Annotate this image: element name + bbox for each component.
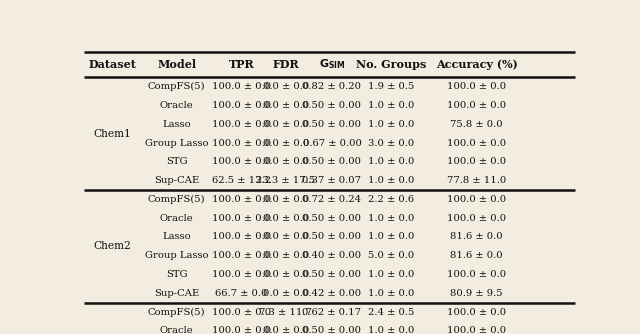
Text: 100.0 ± 0.0: 100.0 ± 0.0 <box>212 214 271 223</box>
Text: 100.0 ± 0.0: 100.0 ± 0.0 <box>447 326 506 334</box>
Text: STG: STG <box>166 270 188 279</box>
Text: Lasso: Lasso <box>163 120 191 129</box>
Text: 100.0 ± 0.0: 100.0 ± 0.0 <box>447 82 506 91</box>
Text: 100.0 ± 0.0: 100.0 ± 0.0 <box>447 270 506 279</box>
Text: Oracle: Oracle <box>160 214 193 223</box>
Text: 0.50 ± 0.00: 0.50 ± 0.00 <box>303 101 362 110</box>
Text: 7.3 ± 11.7: 7.3 ± 11.7 <box>259 308 312 317</box>
Text: 0.0 ± 0.0: 0.0 ± 0.0 <box>262 120 309 129</box>
Text: Group Lasso: Group Lasso <box>145 251 209 260</box>
Text: 1.0 ± 0.0: 1.0 ± 0.0 <box>368 120 415 129</box>
Text: No. Groups: No. Groups <box>356 59 427 70</box>
Text: 77.8 ± 11.0: 77.8 ± 11.0 <box>447 176 506 185</box>
Text: 0.72 ± 0.24: 0.72 ± 0.24 <box>303 195 362 204</box>
Text: 100.0 ± 0.0: 100.0 ± 0.0 <box>212 251 271 260</box>
Text: $\mathbf{G}_{\mathbf{SIM}}$: $\mathbf{G}_{\mathbf{SIM}}$ <box>319 57 346 71</box>
Text: 0.0 ± 0.0: 0.0 ± 0.0 <box>262 101 309 110</box>
Text: 100.0 ± 0.0: 100.0 ± 0.0 <box>212 195 271 204</box>
Text: 2.2 ± 0.6: 2.2 ± 0.6 <box>369 195 415 204</box>
Text: 62.5 ± 13.2: 62.5 ± 13.2 <box>212 176 271 185</box>
Text: 0.50 ± 0.00: 0.50 ± 0.00 <box>303 326 362 334</box>
Text: 100.0 ± 0.0: 100.0 ± 0.0 <box>212 101 271 110</box>
Text: 100.0 ± 0.0: 100.0 ± 0.0 <box>447 157 506 166</box>
Text: Chem1: Chem1 <box>93 129 131 139</box>
Text: TPR: TPR <box>228 59 254 70</box>
Text: 23.3 ± 17.5: 23.3 ± 17.5 <box>256 176 316 185</box>
Text: 0.62 ± 0.17: 0.62 ± 0.17 <box>303 308 362 317</box>
Text: 5.0 ± 0.0: 5.0 ± 0.0 <box>369 251 415 260</box>
Text: 100.0 ± 0.0: 100.0 ± 0.0 <box>447 214 506 223</box>
Text: 80.9 ± 9.5: 80.9 ± 9.5 <box>451 289 503 298</box>
Text: 81.6 ± 0.0: 81.6 ± 0.0 <box>451 232 503 241</box>
Text: 100.0 ± 0.0: 100.0 ± 0.0 <box>212 308 271 317</box>
Text: 1.0 ± 0.0: 1.0 ± 0.0 <box>368 232 415 241</box>
Text: CompFS(5): CompFS(5) <box>148 82 205 91</box>
Text: 0.0 ± 0.0: 0.0 ± 0.0 <box>262 289 309 298</box>
Text: 100.0 ± 0.0: 100.0 ± 0.0 <box>212 157 271 166</box>
Text: 1.0 ± 0.0: 1.0 ± 0.0 <box>368 289 415 298</box>
Text: 2.4 ± 0.5: 2.4 ± 0.5 <box>368 308 415 317</box>
Text: 0.0 ± 0.0: 0.0 ± 0.0 <box>262 195 309 204</box>
Text: Oracle: Oracle <box>160 101 193 110</box>
Text: 0.40 ± 0.00: 0.40 ± 0.00 <box>303 251 362 260</box>
Text: Sup-CAE: Sup-CAE <box>154 176 199 185</box>
Text: 1.9 ± 0.5: 1.9 ± 0.5 <box>368 82 415 91</box>
Text: Sup-CAE: Sup-CAE <box>154 289 199 298</box>
Text: 1.0 ± 0.0: 1.0 ± 0.0 <box>368 101 415 110</box>
Text: 0.0 ± 0.0: 0.0 ± 0.0 <box>262 270 309 279</box>
Text: CompFS(5): CompFS(5) <box>148 308 205 317</box>
Text: 1.0 ± 0.0: 1.0 ± 0.0 <box>368 326 415 334</box>
Text: 0.0 ± 0.0: 0.0 ± 0.0 <box>262 214 309 223</box>
Text: 3.0 ± 0.0: 3.0 ± 0.0 <box>369 139 415 148</box>
Text: 0.0 ± 0.0: 0.0 ± 0.0 <box>262 251 309 260</box>
Text: 0.0 ± 0.0: 0.0 ± 0.0 <box>262 326 309 334</box>
Text: 66.7 ± 0.0: 66.7 ± 0.0 <box>215 289 268 298</box>
Text: 0.0 ± 0.0: 0.0 ± 0.0 <box>262 157 309 166</box>
Text: Chem2: Chem2 <box>93 241 131 252</box>
Text: Accuracy (%): Accuracy (%) <box>436 59 518 70</box>
Text: Oracle: Oracle <box>160 326 193 334</box>
Text: 100.0 ± 0.0: 100.0 ± 0.0 <box>212 232 271 241</box>
Text: 100.0 ± 0.0: 100.0 ± 0.0 <box>447 101 506 110</box>
Text: 100.0 ± 0.0: 100.0 ± 0.0 <box>447 195 506 204</box>
Text: 1.0 ± 0.0: 1.0 ± 0.0 <box>368 176 415 185</box>
Text: 0.50 ± 0.00: 0.50 ± 0.00 <box>303 232 362 241</box>
Text: Group Lasso: Group Lasso <box>145 139 209 148</box>
Text: 0.0 ± 0.0: 0.0 ± 0.0 <box>262 232 309 241</box>
Text: STG: STG <box>166 157 188 166</box>
Text: 0.50 ± 0.00: 0.50 ± 0.00 <box>303 214 362 223</box>
Text: 1.0 ± 0.0: 1.0 ± 0.0 <box>368 214 415 223</box>
Text: CompFS(5): CompFS(5) <box>148 195 205 204</box>
Text: 81.6 ± 0.0: 81.6 ± 0.0 <box>451 251 503 260</box>
Text: 100.0 ± 0.0: 100.0 ± 0.0 <box>212 120 271 129</box>
Text: FDR: FDR <box>273 59 299 70</box>
Text: 100.0 ± 0.0: 100.0 ± 0.0 <box>212 270 271 279</box>
Text: 0.42 ± 0.00: 0.42 ± 0.00 <box>303 289 362 298</box>
Text: 100.0 ± 0.0: 100.0 ± 0.0 <box>447 139 506 148</box>
Text: 75.8 ± 0.0: 75.8 ± 0.0 <box>451 120 503 129</box>
Text: 0.0 ± 0.0: 0.0 ± 0.0 <box>262 139 309 148</box>
Text: Lasso: Lasso <box>163 232 191 241</box>
Text: 100.0 ± 0.0: 100.0 ± 0.0 <box>212 82 271 91</box>
Text: 0.82 ± 0.20: 0.82 ± 0.20 <box>303 82 362 91</box>
Text: 1.0 ± 0.0: 1.0 ± 0.0 <box>368 157 415 166</box>
Text: 0.50 ± 0.00: 0.50 ± 0.00 <box>303 270 362 279</box>
Text: 0.50 ± 0.00: 0.50 ± 0.00 <box>303 120 362 129</box>
Text: Model: Model <box>157 59 196 70</box>
Text: 0.37 ± 0.07: 0.37 ± 0.07 <box>303 176 362 185</box>
Text: 0.50 ± 0.00: 0.50 ± 0.00 <box>303 157 362 166</box>
Text: 100.0 ± 0.0: 100.0 ± 0.0 <box>212 326 271 334</box>
Text: 1.0 ± 0.0: 1.0 ± 0.0 <box>368 270 415 279</box>
Text: 100.0 ± 0.0: 100.0 ± 0.0 <box>212 139 271 148</box>
Text: 100.0 ± 0.0: 100.0 ± 0.0 <box>447 308 506 317</box>
Text: 0.0 ± 0.0: 0.0 ± 0.0 <box>262 82 309 91</box>
Text: 0.67 ± 0.00: 0.67 ± 0.00 <box>303 139 362 148</box>
Text: Dataset: Dataset <box>88 59 136 70</box>
